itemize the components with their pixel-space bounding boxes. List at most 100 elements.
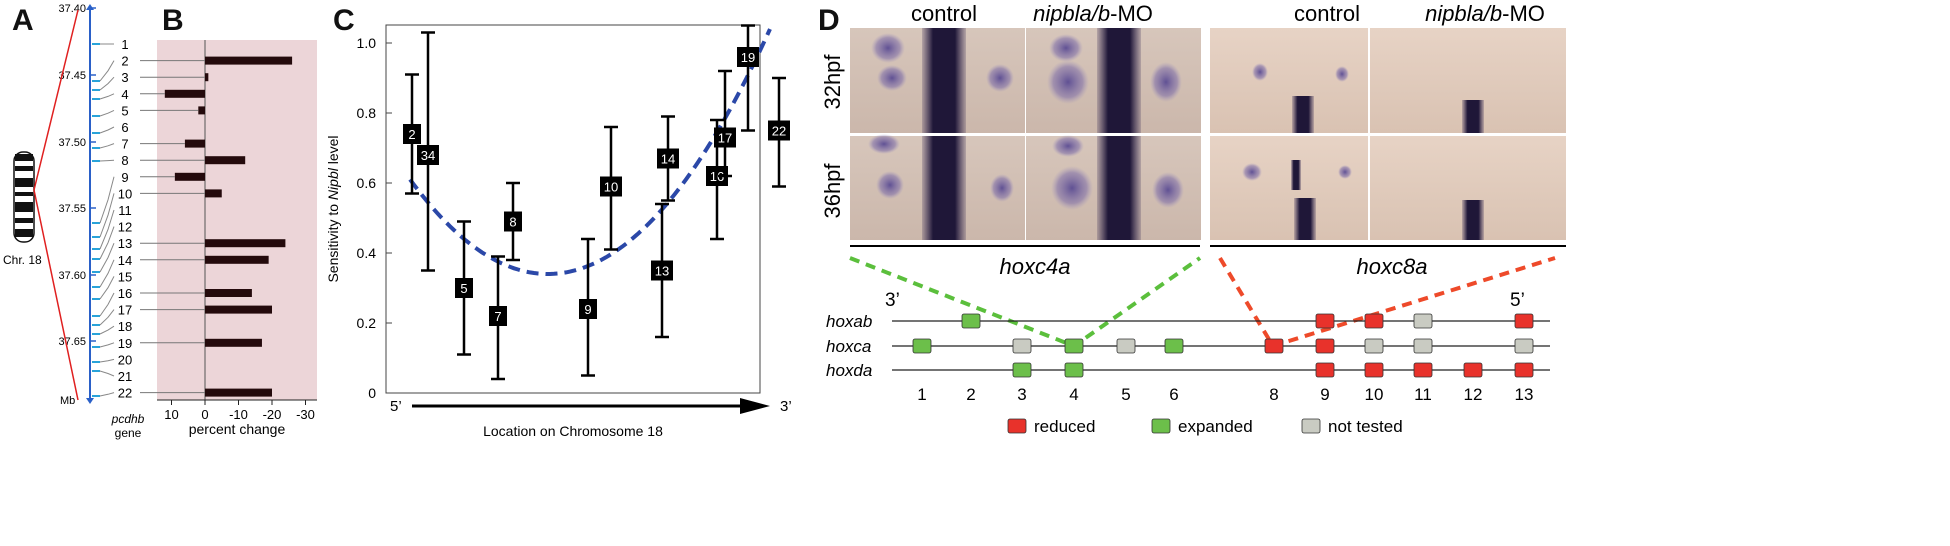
- gene-position-link: [99, 176, 115, 224]
- gene-position-link: [99, 60, 115, 82]
- arrow-3-prime-label: 3’: [780, 398, 792, 415]
- paralog-number: 4: [1069, 385, 1078, 404]
- gene-position-link: [99, 259, 115, 288]
- panel-c-y-ticks: 0 0.2 0.4 0.6 0.8 1.0: [357, 35, 392, 401]
- arrow-5-prime-label: 5’: [390, 398, 402, 415]
- data-point-17: 17: [714, 69, 736, 178]
- point-marker: [714, 127, 736, 148]
- gene-position-link: [99, 126, 115, 134]
- panel-d-figure: control nipbla/b-MO control nipbla/b-MO …: [820, 1, 1566, 436]
- bar-gene-10: [205, 189, 222, 198]
- gene-position-link: [99, 392, 115, 397]
- panel-c-points: 2 34 5 7 8 9 10 13 14 16 17 19 22: [403, 24, 790, 381]
- gene-position-link: [99, 143, 115, 149]
- y-tick-label: 0.8: [357, 105, 377, 121]
- gene-label: 12: [118, 220, 132, 235]
- hox-gene-hoxab-11: [1413, 313, 1433, 329]
- mb-tick-label: 37.60: [58, 270, 86, 282]
- image-hoxc8a-morpholino-36hpf: [1370, 136, 1566, 240]
- hox-gene-hoxca-3: [1012, 338, 1032, 354]
- gene-position-link: [99, 76, 115, 91]
- image-hoxc4a-control-32hpf: [850, 28, 1025, 133]
- panel-b-leader-lines: [140, 60, 205, 394]
- mb-tick-label: 37.50: [58, 137, 86, 149]
- gene-label: 17: [118, 303, 132, 318]
- paralog-number: 5: [1121, 385, 1130, 404]
- point-label: 22: [772, 124, 786, 139]
- hox-gene-hoxda-4: [1064, 362, 1084, 378]
- gene-label: 8: [121, 153, 128, 168]
- gene-label: 7: [121, 137, 128, 152]
- gene-position-link: [99, 93, 115, 100]
- gene-label: 15: [118, 269, 132, 284]
- paralog-number: 12: [1464, 385, 1483, 404]
- mb-axis-arrow-top-icon: [86, 4, 94, 10]
- point-marker: [455, 278, 473, 298]
- image-hoxc8a-morpholino-32hpf: [1370, 28, 1566, 133]
- data-point-19: 19: [737, 24, 759, 132]
- gene-label: 20: [118, 352, 132, 367]
- point-marker: [706, 166, 728, 186]
- gene-label: 1: [121, 37, 128, 52]
- hox-gene-hoxab-13: [1514, 313, 1534, 329]
- gene-label: 3: [121, 70, 128, 85]
- gene-label: 14: [118, 253, 132, 268]
- col-header-control-hoxc8a: control: [1294, 1, 1360, 26]
- y-tick-label: 0.6: [357, 175, 377, 191]
- fit-curve: [408, 28, 772, 276]
- bar-gene-22: [205, 388, 272, 397]
- image-hoxc4a-morpholino-36hpf: [1026, 135, 1201, 240]
- gene-position-link: [99, 193, 115, 238]
- panel-b-bars: [164, 56, 293, 397]
- gene-label: 5: [121, 103, 128, 118]
- data-point-34: 34: [417, 31, 439, 272]
- data-point-10: 10: [600, 125, 622, 251]
- x-tick-label: 10: [164, 407, 178, 422]
- point-label: 34: [421, 148, 435, 163]
- chromosome-label: Chr. 18: [3, 253, 42, 267]
- arrow-head-icon: [740, 398, 770, 414]
- bar-gene-2: [205, 56, 293, 65]
- mb-axis-arrow-bottom-icon: [86, 398, 94, 404]
- point-label: 13: [655, 264, 669, 279]
- paralog-number: 11: [1414, 385, 1432, 404]
- zoom-line-top: [33, 9, 79, 191]
- panel-letter-a: A: [12, 4, 34, 37]
- gene-label-hoxc4a: hoxc4a: [1000, 254, 1071, 279]
- image-hoxc8a-control-36hpf: [1210, 136, 1368, 240]
- bar-gene-13: [205, 239, 286, 248]
- data-point-9: 9: [579, 237, 597, 377]
- x-tick-label: -30: [296, 407, 315, 422]
- panel-c-ylabel: Sensitivity to Nipbl level: [325, 135, 341, 282]
- x-tick-label: 0: [201, 407, 208, 422]
- paralog-number: 1: [917, 385, 926, 404]
- gene-label-hoxc8a: hoxc8a: [1357, 254, 1428, 279]
- mb-label: Mb: [60, 395, 75, 407]
- gene-position-link: [99, 109, 115, 117]
- bar-gene-4: [164, 89, 205, 98]
- hox-gene-hoxab-9: [1315, 313, 1335, 329]
- y-tick-label: 0.4: [357, 245, 377, 261]
- x-tick-label: -10: [229, 407, 248, 422]
- hox-gene-hoxca-6: [1164, 338, 1184, 354]
- hox-gene-hoxab-10: [1364, 313, 1384, 329]
- hox-gene-hoxda-10: [1364, 362, 1384, 378]
- hox-gene-hoxca-1: [912, 338, 932, 354]
- point-marker: [489, 306, 507, 326]
- data-point-22: 22: [768, 76, 790, 188]
- data-point-14: 14: [657, 115, 679, 202]
- hox-5-prime-label: 5’: [1510, 290, 1525, 311]
- row-label-36hpf: 36hpf: [820, 163, 845, 219]
- hox-gene-hoxda-13: [1514, 362, 1534, 378]
- point-label: 7: [494, 309, 501, 324]
- gene-position-link: [99, 342, 115, 348]
- legend-swatch: [1007, 418, 1027, 434]
- bar-gene-17: [205, 305, 272, 314]
- gene-position-link: [99, 209, 115, 250]
- gene-label: 18: [118, 319, 132, 334]
- gene-position-link: [99, 292, 115, 317]
- image-hoxc4a-morpholino-32hpf: [1026, 28, 1201, 133]
- gene-label: 4: [121, 87, 128, 102]
- point-label: 2: [408, 127, 415, 142]
- hox-gene-hoxca-11: [1413, 338, 1433, 354]
